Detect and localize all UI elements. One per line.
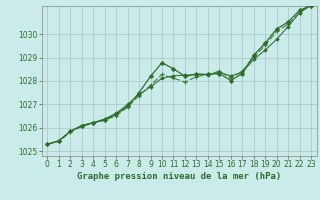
X-axis label: Graphe pression niveau de la mer (hPa): Graphe pression niveau de la mer (hPa) [77, 172, 281, 181]
